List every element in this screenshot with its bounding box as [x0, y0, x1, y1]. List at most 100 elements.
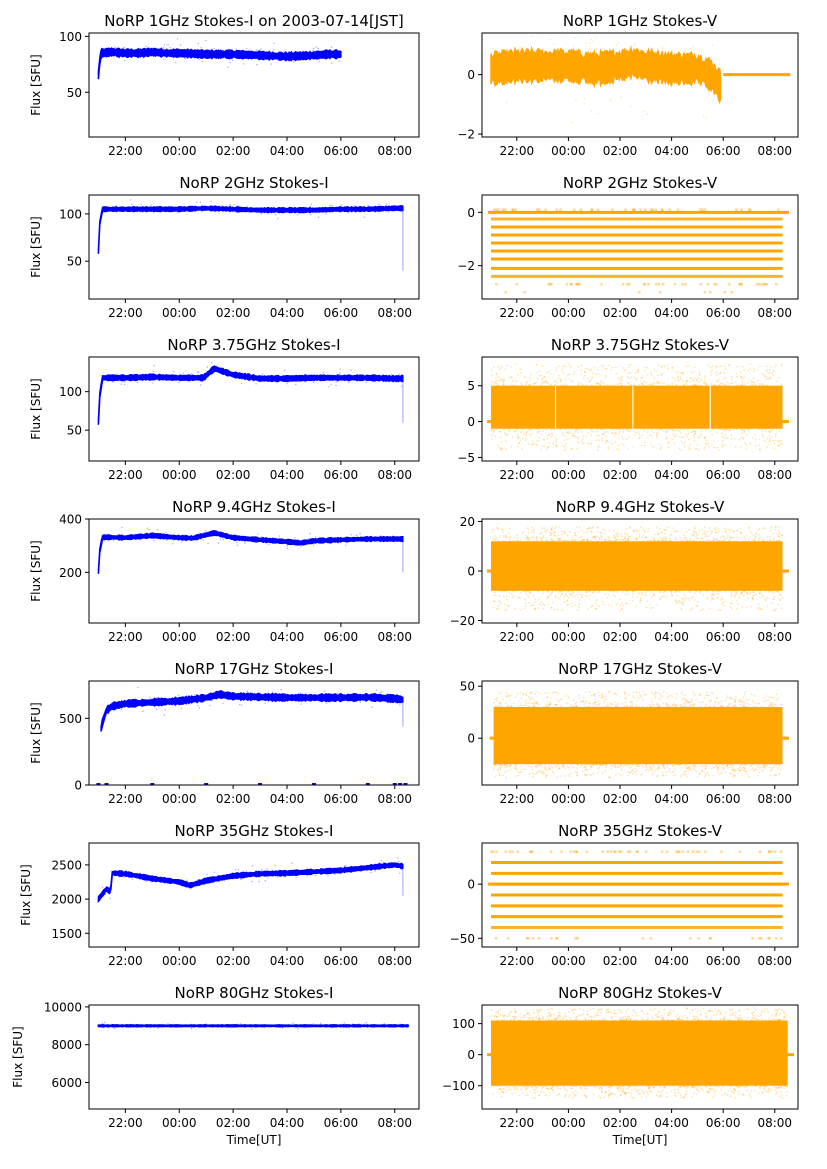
data-point	[642, 383, 645, 386]
data-point	[553, 530, 556, 533]
data-point	[141, 210, 143, 213]
data-point	[350, 369, 352, 371]
data-point	[662, 537, 664, 539]
data-point	[286, 210, 288, 213]
data-point	[616, 383, 619, 386]
data-point	[742, 1093, 745, 1096]
data-point	[725, 765, 727, 768]
data-point	[493, 594, 495, 596]
data-point	[767, 1019, 770, 1022]
data-point	[108, 51, 110, 53]
data-point	[309, 205, 312, 208]
data-point	[703, 380, 706, 383]
data-point	[638, 530, 640, 532]
data-point	[601, 692, 604, 695]
data-point	[662, 774, 665, 777]
data-point	[584, 73, 586, 75]
data-point	[742, 436, 745, 439]
data-point	[555, 1094, 558, 1097]
data-point	[568, 373, 571, 376]
data-point	[125, 208, 128, 211]
data-point	[392, 700, 394, 702]
data-point	[771, 439, 774, 442]
data-point	[123, 47, 125, 49]
data-point	[147, 877, 150, 879]
data-point	[721, 434, 724, 437]
data-point	[758, 592, 761, 594]
data-point	[733, 530, 736, 533]
data-point	[681, 283, 684, 286]
data-point	[628, 283, 631, 286]
data-point	[505, 1085, 508, 1087]
data-point	[289, 374, 292, 377]
data-point	[622, 1089, 625, 1092]
data-point	[183, 884, 185, 886]
data-point	[555, 525, 558, 528]
data-point	[703, 775, 706, 778]
data-point	[610, 383, 612, 386]
data-point	[623, 1019, 626, 1022]
data-point	[705, 443, 707, 446]
data-point	[613, 764, 616, 767]
data-point	[109, 891, 112, 894]
data-point	[758, 438, 761, 441]
data-point	[258, 880, 260, 883]
data-point	[639, 68, 641, 71]
data-point	[504, 535, 506, 537]
data-point	[688, 767, 690, 769]
data-point	[685, 380, 688, 383]
x-tick-label: 00:00	[162, 1116, 197, 1130]
data-point	[547, 692, 549, 694]
data-point	[522, 1015, 525, 1017]
data-point	[717, 1009, 720, 1012]
data-point	[552, 1091, 555, 1094]
data-point	[615, 1015, 617, 1017]
data-point	[116, 207, 118, 210]
data-point	[698, 1090, 700, 1093]
data-point	[505, 776, 507, 779]
data-point	[689, 447, 691, 450]
data-point	[745, 699, 748, 702]
data-point	[737, 603, 739, 605]
data-point	[679, 432, 682, 434]
data-point	[596, 48, 598, 50]
data-point	[715, 597, 718, 600]
data-point	[320, 1024, 322, 1027]
data-point	[502, 384, 505, 386]
data-point	[521, 448, 523, 451]
data-point	[527, 429, 529, 432]
data-point	[177, 53, 179, 55]
data-point	[672, 774, 675, 777]
data-point	[393, 1025, 396, 1027]
data-point	[625, 438, 628, 441]
data-point	[747, 1016, 749, 1019]
data-point	[245, 870, 248, 872]
data-point	[676, 602, 678, 604]
data-point	[140, 876, 143, 878]
data-point	[744, 706, 747, 708]
data-point	[777, 440, 779, 442]
data-point	[654, 695, 657, 697]
data-point	[735, 1085, 737, 1087]
data-point	[561, 765, 564, 767]
data-point	[530, 1086, 533, 1088]
data-point	[768, 705, 770, 707]
data-point	[187, 886, 189, 888]
data-point	[105, 709, 107, 711]
data-point	[774, 609, 777, 612]
data-point	[554, 704, 557, 706]
data-point	[325, 207, 328, 209]
data-point	[632, 590, 635, 592]
data-point	[696, 1010, 699, 1013]
data-point	[783, 1084, 785, 1087]
data-point	[154, 880, 156, 883]
data-point	[583, 773, 586, 776]
data-point	[502, 774, 505, 777]
data-point	[205, 534, 207, 537]
data-point	[662, 1019, 665, 1021]
data-point	[699, 773, 701, 775]
data-point	[672, 429, 675, 432]
data-point	[546, 529, 548, 531]
data-point	[543, 381, 545, 384]
data-point	[726, 437, 729, 439]
